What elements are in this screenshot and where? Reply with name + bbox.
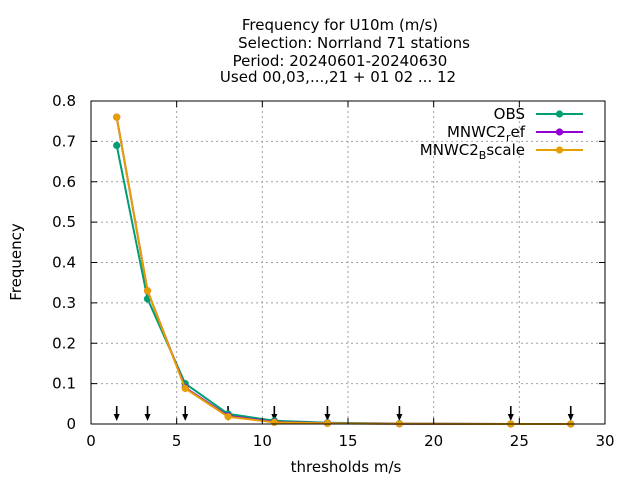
y-tick-label: 0.2: [52, 334, 76, 352]
title-line-4: Used 00,03,...,21 + 01 02 ... 12: [220, 68, 456, 86]
y-tick-label: 0: [66, 415, 76, 433]
series-line-MNWC2_Bscale: [115, 116, 571, 425]
plot-area: [113, 113, 575, 428]
x-tick-label: 10: [253, 432, 272, 450]
y-tick-label: 0.3: [52, 294, 76, 312]
data-point-MNWC2_Bscale: [113, 113, 121, 121]
legend-label: OBS: [494, 105, 525, 123]
axis-ticks: 0 5 10 15 20 25 30 0 0.1 0.2 0.3 0.4 0.5 0.6 0.7 0.8: [52, 92, 614, 450]
threshold-markers: [113, 406, 574, 421]
threshold-arrow: [324, 406, 331, 421]
legend-swatch-point: [555, 110, 564, 118]
threshold-arrow: [396, 406, 403, 421]
data-point-MNWC2_Bscale: [270, 418, 278, 426]
y-tick-label: 0.5: [52, 213, 76, 231]
y-tick-label: 0.1: [52, 375, 76, 393]
x-tick-label: 0: [86, 432, 96, 450]
legend-label: MNWC2ref: [447, 123, 526, 144]
threshold-arrow: [182, 406, 189, 421]
x-tick-label: 15: [338, 432, 357, 450]
x-tick-label: 20: [424, 432, 443, 450]
y-tick-label: 0.7: [52, 132, 76, 150]
y-axis-label: Frequency: [7, 223, 25, 301]
grid-lines: [91, 101, 605, 424]
title-line-3: Period: 20240601-20240630: [233, 52, 448, 70]
y-tick-label: 0.8: [52, 92, 76, 110]
threshold-arrow: [113, 406, 120, 421]
y-tick-label: 0.6: [52, 173, 76, 191]
title-line-2: Selection: Norrland 71 stations: [238, 34, 470, 52]
data-point-MNWC2_Bscale: [224, 413, 232, 421]
x-axis-label: thresholds m/s: [291, 458, 402, 476]
data-point-MNWC2_Bscale: [181, 384, 189, 393]
series-line-MNWC2_ref: [115, 116, 571, 425]
data-point-MNWC2_Bscale: [323, 419, 332, 427]
data-point-OBS: [113, 141, 121, 150]
data-point-MNWC2_Bscale: [143, 287, 152, 295]
threshold-arrow: [567, 406, 574, 421]
chart-title: Frequency for U10m (m/s) Selection: Norr…: [220, 16, 470, 86]
threshold-arrow: [144, 406, 151, 421]
legend-swatch-point: [555, 146, 564, 154]
legend-label: MNWC2Bscale: [420, 141, 525, 162]
y-tick-label: 0.4: [52, 254, 76, 272]
title-line-1: Frequency for U10m (m/s): [242, 16, 438, 34]
legend-swatch-point: [555, 128, 564, 136]
x-tick-label: 25: [510, 432, 529, 450]
x-tick-label: 30: [595, 432, 614, 450]
threshold-arrow: [507, 406, 514, 421]
x-tick-label: 5: [172, 432, 182, 450]
